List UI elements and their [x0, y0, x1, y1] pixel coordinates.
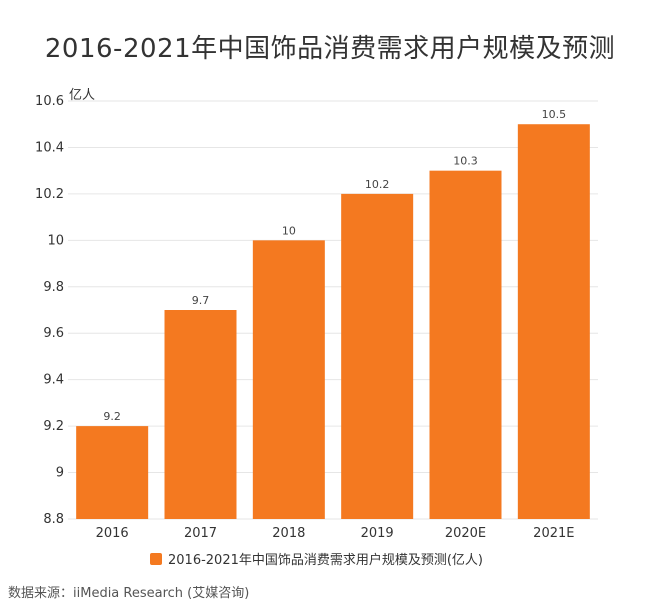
legend-label: 2016-2021年中国饰品消费需求用户规模及预测(亿人) — [168, 553, 484, 568]
chart-title: 2016-2021年中国饰品消费需求用户规模及预测 — [44, 34, 616, 64]
x-tick-label: 2016 — [96, 526, 129, 541]
data-label: 10.2 — [365, 178, 390, 191]
data-label: 10.5 — [542, 108, 567, 121]
bar — [517, 124, 590, 519]
y-tick-label: 9.6 — [43, 326, 64, 341]
y-tick-label: 9 — [56, 466, 64, 481]
x-tick-label: 2021E — [533, 526, 574, 541]
y-tick-label: 8.8 — [43, 512, 64, 527]
bar — [429, 170, 502, 519]
y-axis-ticks: 8.8 9 9.2 9.4 9.6 9.8 10 10.2 10.4 10.6 — [35, 94, 64, 527]
y-tick-label: 10.2 — [35, 187, 64, 202]
bar — [341, 193, 414, 519]
gridlines — [68, 100, 598, 520]
x-tick-label: 2019 — [361, 526, 394, 541]
x-axis-ticks: 2016 2017 2018 2019 2020E 2021E — [96, 526, 575, 541]
data-labels: 9.2 9.7 10 10.2 10.3 10.5 — [103, 108, 566, 423]
y-axis-unit-label: 亿人 — [69, 88, 96, 103]
legend-swatch — [150, 552, 162, 565]
y-tick-label: 10.4 — [35, 140, 64, 155]
y-tick-label: 10 — [47, 233, 64, 248]
y-tick-label: 9.4 — [43, 373, 64, 388]
data-label: 9.2 — [103, 410, 121, 423]
x-tick-label: 2017 — [184, 526, 217, 541]
y-tick-label: 9.2 — [43, 419, 64, 434]
data-label: 10.3 — [453, 155, 478, 168]
bar — [76, 426, 149, 519]
source-note: 数据来源：iiMedia Research (艾媒咨询) — [8, 586, 250, 601]
y-tick-label: 10.6 — [35, 94, 64, 109]
bars — [76, 124, 590, 520]
y-tick-label: 9.8 — [43, 280, 64, 295]
bar — [252, 240, 325, 520]
data-label: 10 — [282, 224, 296, 237]
legend: 2016-2021年中国饰品消费需求用户规模及预测(亿人) — [150, 549, 483, 568]
x-tick-label: 2018 — [272, 526, 305, 541]
x-tick-label: 2020E — [445, 526, 486, 541]
bar — [164, 310, 237, 519]
data-label: 9.7 — [192, 294, 210, 307]
